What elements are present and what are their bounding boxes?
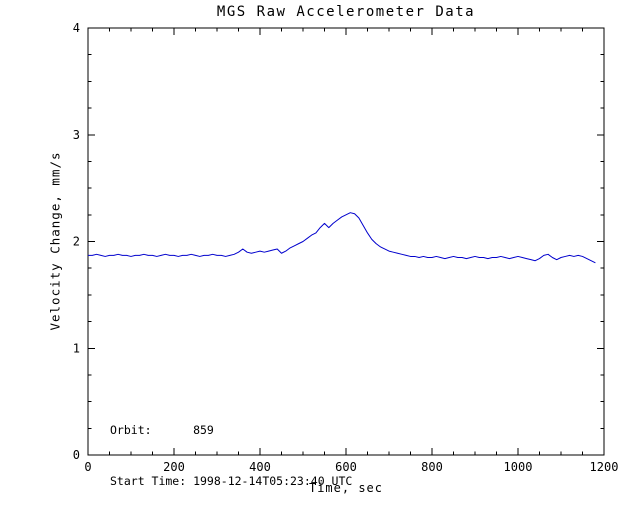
x-tick-label: 0 <box>84 460 91 474</box>
y-tick-label: 4 <box>73 21 80 35</box>
x-tick-label: 200 <box>163 460 185 474</box>
x-tick-label: 400 <box>249 460 271 474</box>
x-tick-label: 600 <box>335 460 357 474</box>
x-tick-label: 1200 <box>590 460 619 474</box>
x-axis-label: Time, sec <box>308 481 384 495</box>
y-tick-label: 0 <box>73 448 80 462</box>
x-tick-label: 1000 <box>504 460 533 474</box>
y-tick-label: 2 <box>73 235 80 249</box>
annotation-orbit: Orbit: 859 <box>110 423 214 437</box>
chart-title: MGS Raw Accelerometer Data <box>216 4 476 20</box>
annotation-block: Orbit: 859 Start Time: 1998-12-14T05:23:… <box>110 388 352 512</box>
y-tick-label: 1 <box>73 341 80 355</box>
x-tick-label: 800 <box>421 460 443 474</box>
annotation-start-time: Start Time: 1998-12-14T05:23:40 UTC <box>110 474 353 488</box>
y-tick-label: 3 <box>73 128 80 142</box>
data-line-velocity_change <box>88 212 596 264</box>
